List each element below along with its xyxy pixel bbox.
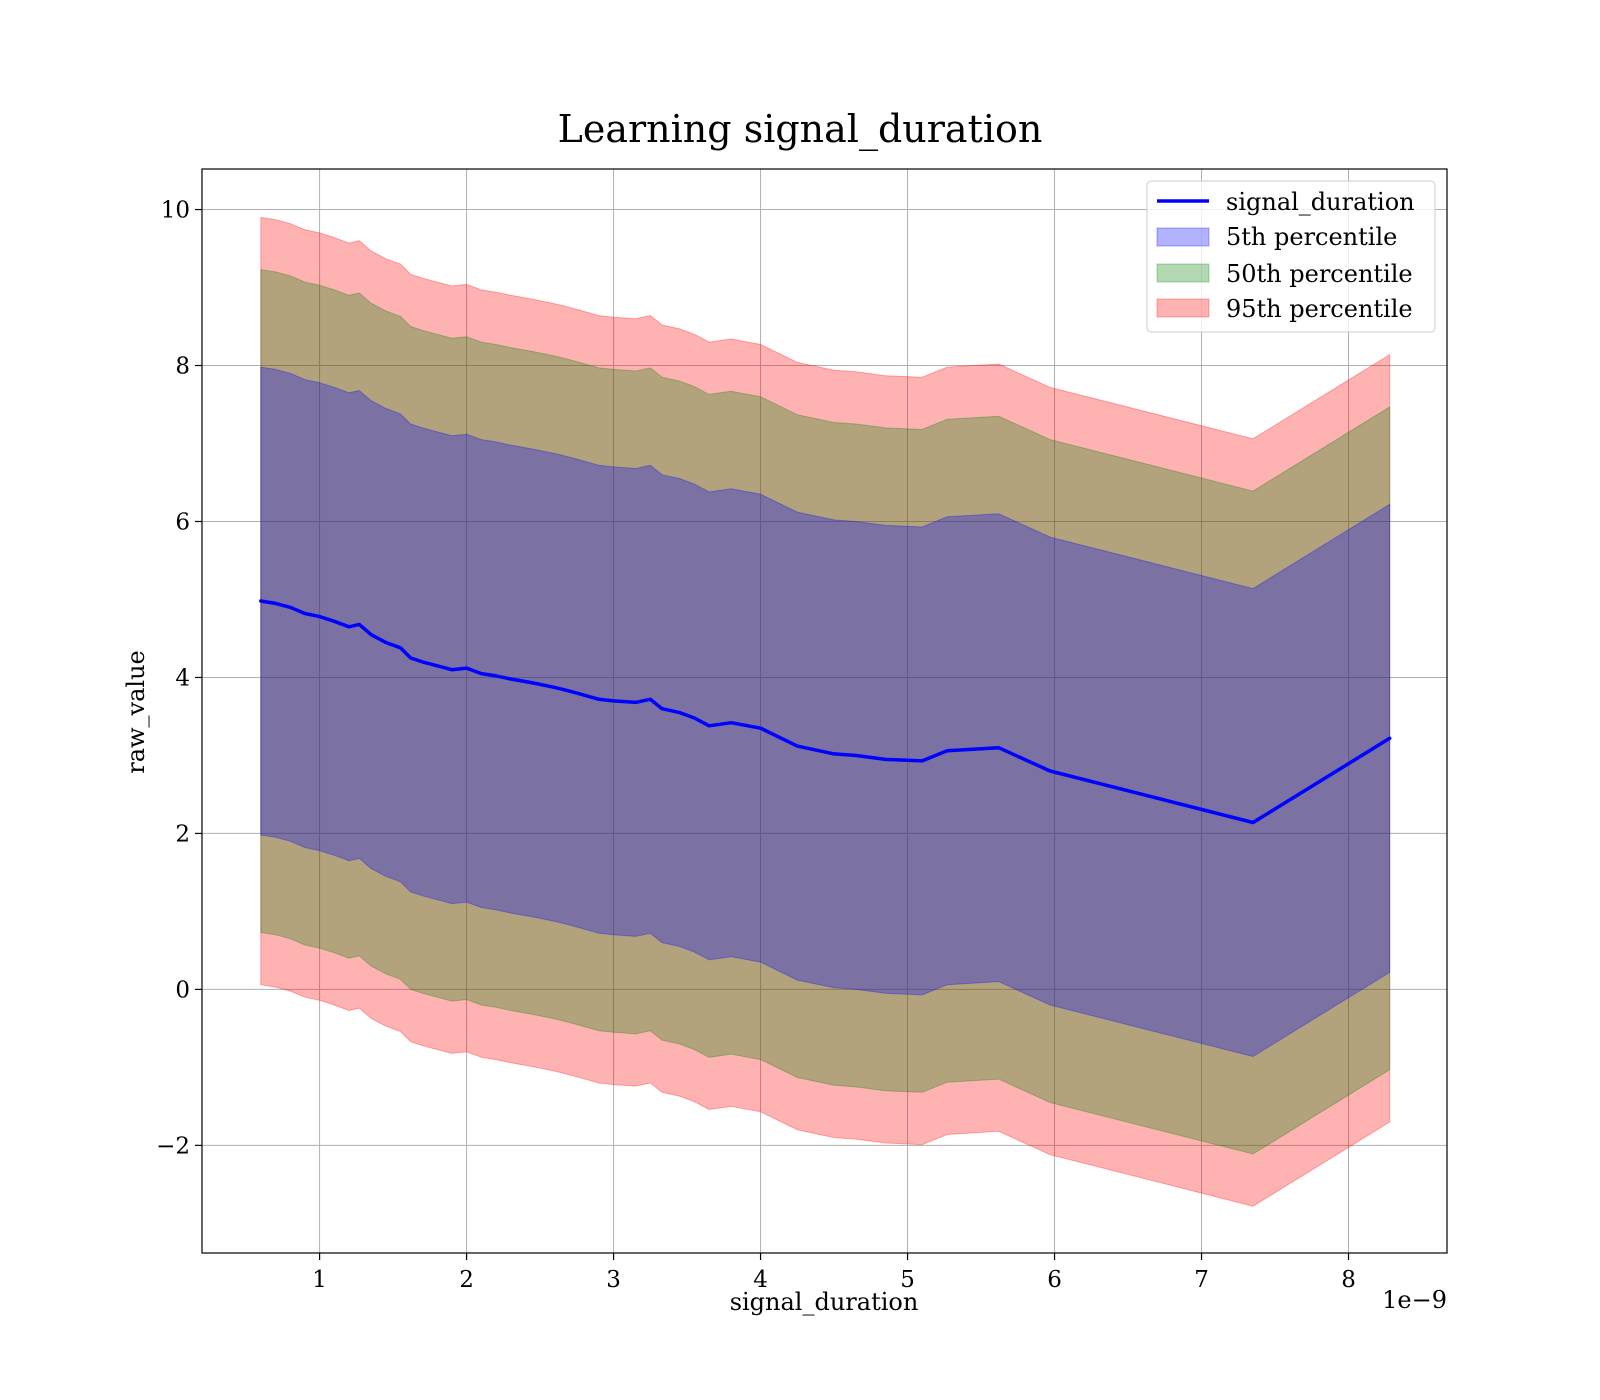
x-tick-label-3: 4 (753, 1267, 768, 1293)
legend: signal_duration 5th percentile 50th perc… (1146, 180, 1436, 333)
y-tick-label-0: −2 (156, 1133, 190, 1159)
legend-label-p50: 50th percentile (1226, 260, 1413, 288)
x-axis-offset-label: 1e−9 (1382, 1286, 1447, 1314)
percentile-bands (260, 216, 1391, 1207)
legend-label-series: signal_duration (1226, 188, 1415, 216)
legend-frame (1146, 180, 1436, 333)
y-tick-label-4: 6 (175, 509, 190, 535)
x-tick-label-7: 8 (1341, 1267, 1356, 1293)
y-tick-label-6: 10 (161, 198, 190, 224)
axis-ticks: 1 2 3 4 5 6 7 8 −2 0 2 4 6 8 10 (156, 198, 1356, 1293)
y-axis-label: raw_value (122, 650, 150, 774)
x-tick-label-4: 5 (900, 1267, 915, 1293)
plot-frame (201, 168, 1448, 1254)
chart-title: Learning signal_duration (558, 107, 1043, 152)
series-lines (259, 599, 1392, 825)
x-axis-label: signal_duration (730, 1288, 919, 1316)
legend-label-p5: 5th percentile (1226, 223, 1397, 251)
band-50th-percentile (260, 269, 1391, 1155)
x-tick-label-1: 2 (459, 1267, 474, 1293)
legend-swatch-p95 (1156, 298, 1210, 318)
legend-swatch-p50 (1156, 263, 1210, 283)
band-5th-percentile (260, 366, 1391, 1058)
band-95th-percentile (260, 216, 1391, 1207)
y-tick-label-1: 0 (175, 977, 190, 1003)
y-tick-label-2: 2 (175, 821, 190, 847)
x-tick-label-5: 6 (1047, 1267, 1062, 1293)
legend-label-p95: 95th percentile (1226, 295, 1413, 323)
y-tick-label-5: 8 (175, 354, 190, 380)
series-line-signal_duration (259, 599, 1392, 825)
grid (202, 169, 1447, 1253)
x-tick-label-2: 3 (606, 1267, 621, 1293)
legend-swatch-p5 (1156, 227, 1210, 247)
x-tick-label-0: 1 (312, 1267, 327, 1293)
x-tick-label-6: 7 (1194, 1267, 1209, 1293)
y-tick-label-3: 4 (175, 665, 190, 691)
